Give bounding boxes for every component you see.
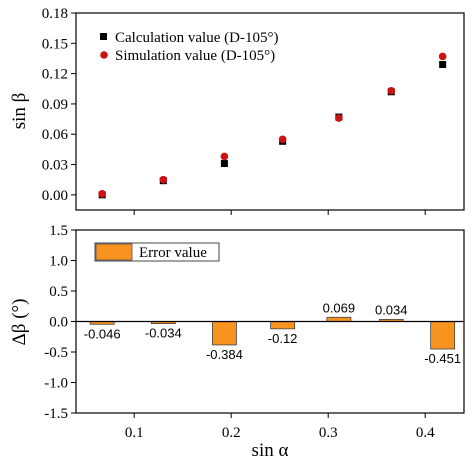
bottom-x-axis: 0.1 0.2 0.3 0.4 — [125, 413, 435, 441]
error-bar-label: -0.046 — [84, 326, 121, 341]
bottom-y-tick-label: 1.5 — [49, 223, 68, 239]
bottom-y-tick-label: 0.5 — [49, 284, 68, 300]
bottom-y-tick-label: 0.0 — [49, 315, 68, 331]
error-bar — [326, 316, 352, 322]
simulation-point — [98, 190, 106, 198]
x-tick-label: 0.2 — [222, 425, 241, 441]
top-y-tick-label: 0.09 — [42, 97, 68, 113]
top-y-tick-label: 0.03 — [42, 158, 68, 174]
top-scatter-panel: 0.00 0.03 0.06 0.09 0.12 0.15 0.18 sin β Calcu… — [9, 6, 465, 215]
top-y-tick-label: 0.06 — [42, 127, 69, 143]
error-bar — [270, 321, 296, 330]
bottom-y-axis-label: Δβ (°) — [9, 299, 30, 346]
bottom-y-tick-label: -0.5 — [44, 345, 68, 361]
error-bar — [212, 321, 237, 346]
error-bar-label: 0.069 — [323, 300, 356, 315]
top-y-axis-label: sin β — [9, 93, 30, 130]
bottom-y-axis: -1.5 -1.0 -0.5 0.0 0.5 1.0 1.5 — [44, 223, 76, 422]
error-bar-label: -0.034 — [145, 326, 182, 341]
simulation-point — [335, 114, 343, 122]
legend-calculation-label: Calculation value (D-105°) — [115, 30, 278, 46]
x-tick-label: 0.4 — [416, 425, 435, 441]
top-data-points — [98, 52, 447, 199]
simulation-point — [438, 52, 447, 61]
calculation-point — [439, 61, 447, 69]
error-bar-label: 0.034 — [375, 302, 408, 317]
error-bar — [430, 321, 456, 350]
simulation-point — [278, 135, 287, 144]
legend-error-swatch — [95, 243, 133, 261]
top-y-axis: 0.00 0.03 0.06 0.09 0.12 0.15 0.18 — [42, 6, 426, 215]
bottom-y-tick-label: 1.0 — [49, 254, 68, 270]
top-plot-frame — [75, 12, 465, 211]
calculation-point — [220, 160, 228, 168]
top-legend: Calculation value (D-105°) Simulation va… — [100, 30, 278, 64]
bottom-bar-panel: -1.5 -1.0 -0.5 0.0 0.5 1.0 1.5 0.1 0.2 0.3 0.4 -0… — [9, 223, 465, 461]
legend-simulation-label: Simulation value (D-105°) — [115, 48, 275, 64]
top-y-tick-label: 0.15 — [42, 36, 68, 52]
legend-error-label: Error value — [139, 245, 207, 261]
simulation-point — [159, 175, 168, 184]
top-y-tick-label: 0.18 — [42, 6, 68, 22]
simulation-point — [387, 86, 396, 95]
simulation-point — [220, 152, 229, 161]
x-tick-label: 0.1 — [125, 425, 144, 441]
error-bar-label: -0.451 — [424, 351, 461, 366]
error-bar-label: -0.12 — [268, 331, 298, 346]
legend-calculation-marker — [100, 33, 107, 40]
legend-simulation-marker — [100, 51, 108, 59]
x-axis-label: sin α — [252, 440, 289, 461]
bottom-bars: -0.046 -0.034 -0.384 -0.12 0.069 0.034 -0.451 — [84, 300, 461, 366]
bottom-y-tick-label: -1.0 — [44, 376, 68, 392]
bottom-y-tick-label: -1.5 — [44, 406, 68, 422]
x-tick-label: 0.3 — [319, 425, 338, 441]
top-y-tick-label: 0.00 — [42, 188, 68, 204]
error-bar-label: -0.384 — [206, 347, 243, 362]
bottom-legend: Error value — [94, 242, 220, 262]
top-y-tick-label: 0.12 — [42, 67, 68, 83]
